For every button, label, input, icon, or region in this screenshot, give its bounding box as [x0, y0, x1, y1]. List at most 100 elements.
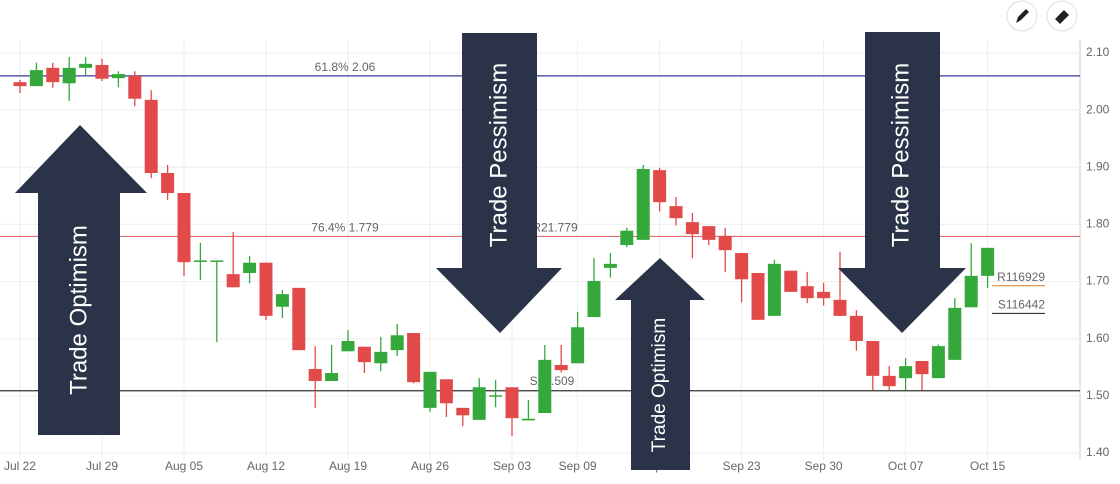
candle-body [882, 375, 896, 387]
y-tick-label: 1.70 [1086, 274, 1110, 288]
candle-body [46, 67, 60, 83]
candle-body [554, 365, 568, 371]
candle-body [472, 387, 486, 420]
candle-body [981, 247, 995, 276]
candle-body [308, 369, 322, 381]
annotation: Trade Pessimism [887, 63, 914, 247]
candle-body [456, 407, 470, 416]
candle-body [243, 262, 257, 273]
candle-body [95, 65, 109, 79]
y-tick-label: 1.50 [1086, 388, 1110, 402]
candle-body [13, 82, 27, 87]
arrow-down [838, 32, 966, 333]
arrow-up [15, 125, 147, 435]
annotation: Trade Optimism [65, 225, 92, 395]
x-tick-label: Aug 12 [247, 459, 285, 473]
candle-body [505, 387, 519, 419]
x-tick-label: Aug 26 [411, 459, 449, 473]
candle-body [423, 371, 437, 408]
candle-body [210, 260, 224, 262]
y-tick-label: 1.60 [1086, 331, 1110, 345]
candle-body [751, 273, 765, 320]
candle-body [62, 67, 76, 84]
level-label: 76.4% 1.779 [311, 221, 379, 235]
candle-body [735, 253, 749, 280]
candle-body [603, 263, 617, 268]
candle-body [849, 315, 863, 341]
arrow-down [436, 33, 562, 333]
candle-body [636, 169, 650, 240]
candle-body [275, 294, 289, 307]
candle-body [226, 274, 240, 288]
candle-body [784, 270, 798, 292]
candle-body [325, 373, 339, 381]
candle-body [128, 75, 142, 99]
y-tick-label: 2.00 [1086, 102, 1110, 116]
level-label: S21.509 [530, 374, 575, 388]
candle-body [144, 99, 158, 173]
candles [13, 57, 995, 436]
candle-body [79, 63, 93, 68]
candle-body [964, 275, 978, 308]
candle-body [767, 263, 781, 316]
candle-body [833, 299, 847, 316]
x-tick-label: Aug 05 [165, 459, 203, 473]
x-tick-label: Sep 09 [559, 459, 597, 473]
candle-body [653, 170, 667, 203]
grid: 2.10 2.00 1.90 1.80 1.70 1.60 1.50 1.40 Jul 22 Ju… [0, 40, 1110, 473]
candle-body [407, 333, 421, 383]
candle-body [292, 287, 306, 351]
level-label: S116442 [998, 298, 1045, 312]
pen-button[interactable] [1006, 0, 1038, 32]
level-label: R21.779 [532, 221, 578, 235]
candle-body [161, 173, 175, 193]
x-tick-label: Oct 07 [888, 459, 924, 473]
candle-body [341, 341, 355, 352]
arrow-up [615, 258, 705, 470]
x-tick-label: Aug 19 [329, 459, 367, 473]
candle-body [390, 335, 404, 351]
candle-body [521, 418, 535, 421]
level-label: 61.8% 2.06 [315, 60, 376, 74]
candle-body [669, 206, 683, 219]
annotation: Trade Pessimism [485, 63, 512, 247]
candle-body [439, 379, 453, 404]
x-tick-label: Sep 03 [493, 459, 531, 473]
arrows: Trade Optimism Trade Pessimism Trade Opt… [15, 32, 966, 470]
candle-body [571, 327, 585, 364]
x-tick-label: Sep 23 [723, 459, 761, 473]
candle-body [111, 74, 125, 79]
candle-body [259, 262, 273, 316]
candle-body [800, 286, 814, 299]
candle-body [587, 281, 601, 317]
annotation: Trade Optimism [649, 318, 670, 452]
x-tick-label: Jul 29 [86, 459, 118, 473]
candle-body [702, 226, 716, 240]
eraser-button[interactable] [1046, 0, 1078, 32]
candle-body [718, 235, 732, 251]
x-tick-label: Oct 15 [970, 459, 1006, 473]
candle-body [899, 366, 913, 379]
y-tick-label: 1.80 [1086, 217, 1110, 231]
candle-body [374, 351, 388, 364]
x-tick-label: Sep 30 [805, 459, 843, 473]
level-label: R116929 [997, 270, 1045, 284]
candle-body [931, 346, 945, 379]
candle-body [817, 291, 831, 299]
y-tick-label: 1.90 [1086, 159, 1110, 173]
candle-body [193, 260, 207, 262]
y-tick-label: 2.10 [1086, 45, 1110, 59]
y-tick-label: 1.40 [1086, 445, 1110, 459]
candle-body [948, 307, 962, 360]
x-tick-label: Jul 22 [4, 459, 36, 473]
candle-body [685, 222, 699, 235]
candle-body [357, 346, 371, 363]
candle-body [915, 361, 929, 375]
candle-body [538, 359, 552, 413]
candle-body [866, 341, 880, 376]
candle-body [489, 395, 503, 397]
candle-body [29, 70, 43, 87]
candle-body [177, 193, 191, 263]
candle-body [620, 230, 634, 245]
